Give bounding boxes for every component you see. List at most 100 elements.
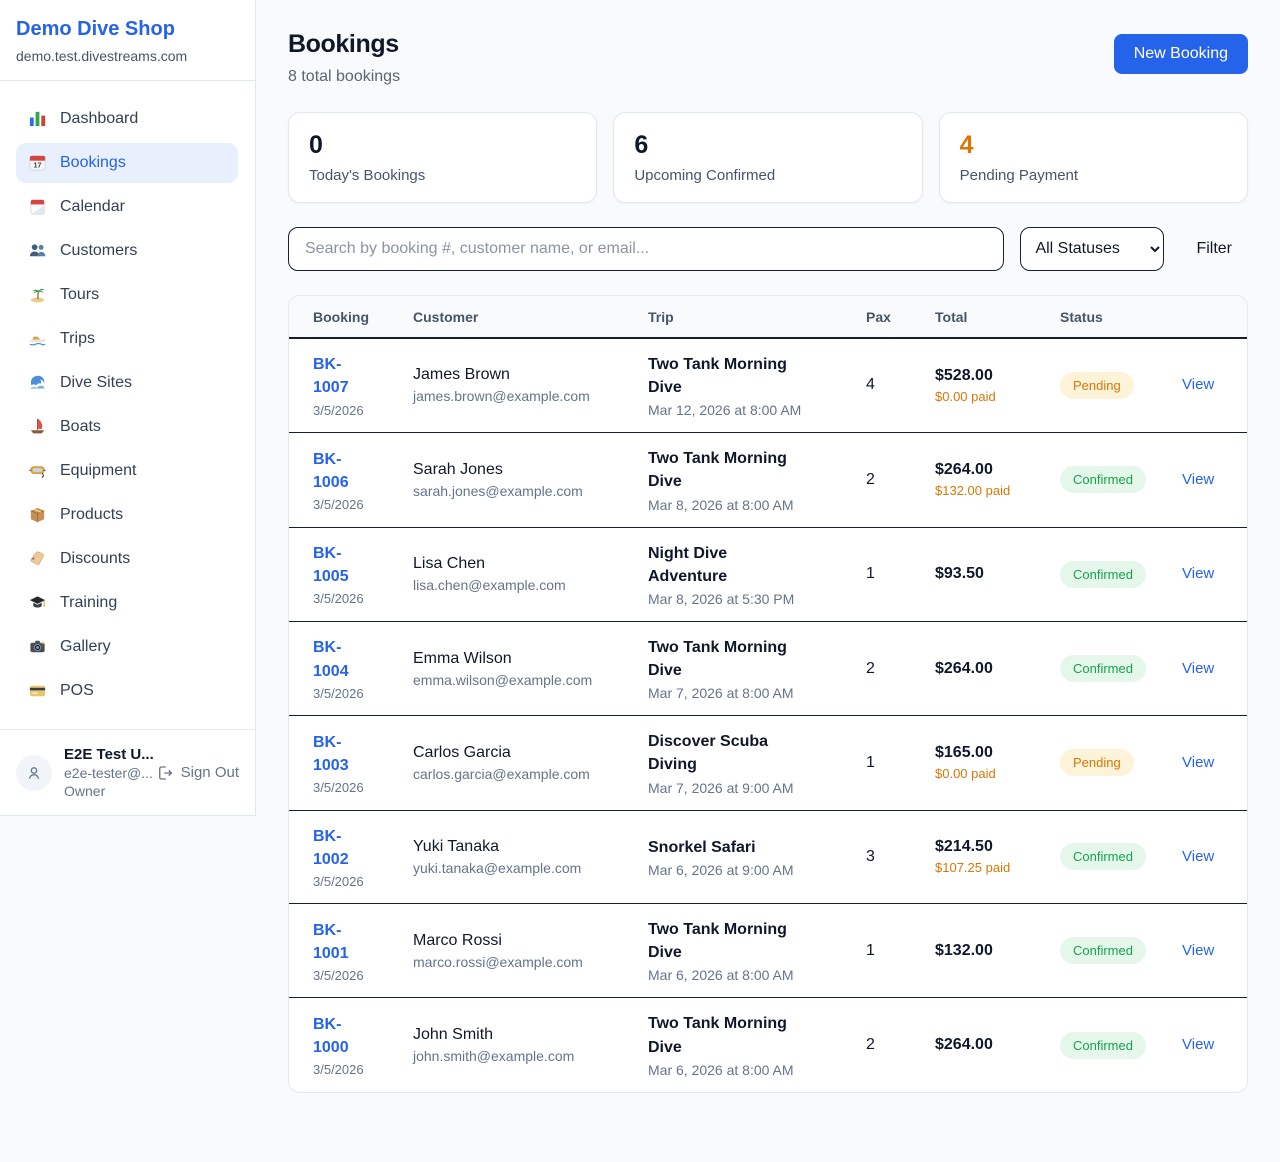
table-row: BK-1004 3/5/2026 Emma Wilson emma.wilson… — [289, 620, 1247, 716]
svg-text:17: 17 — [34, 162, 42, 170]
view-link[interactable]: View — [1182, 753, 1215, 771]
booking-id-link[interactable]: BK-1002 — [313, 827, 349, 868]
trip-datetime: Mar 7, 2026 at 9:00 AM — [648, 779, 794, 796]
total-amount: $165.00 — [935, 744, 993, 762]
trip-name: Snorkel Safari — [648, 838, 756, 856]
tear-off-calendar-icon — [28, 197, 48, 217]
sidebar-item-label: Discounts — [60, 550, 131, 567]
user-info: E2E Test U... e2e-tester@... Owner — [64, 746, 156, 799]
wave-icon — [28, 373, 48, 393]
booking-date: 3/5/2026 — [313, 874, 364, 889]
status-badge: Confirmed — [1060, 655, 1146, 683]
sidebar-item-dashboard[interactable]: Dashboard — [16, 99, 238, 139]
sidebar-item-trips[interactable]: Trips — [16, 319, 238, 359]
pax-count: 2 — [856, 997, 925, 1092]
person-icon — [28, 766, 40, 779]
pax-count: 1 — [856, 526, 925, 622]
sidebar-item-products[interactable]: Products — [16, 495, 238, 535]
table-row: BK-1006 3/5/2026 Sarah Jones sarah.jones… — [289, 432, 1247, 527]
trip-datetime: Mar 8, 2026 at 5:30 PM — [648, 590, 795, 607]
customer-name: Sarah Jones — [413, 460, 503, 478]
table-header-row: Booking Customer Trip Pax Total Status — [289, 295, 1247, 339]
app-root: Demo Dive Shop demo.test.divestreams.com… — [0, 0, 1248, 1093]
filter-button[interactable]: Filter — [1180, 240, 1248, 258]
column-header-trip: Trip — [638, 295, 856, 339]
pax-count: 1 — [856, 715, 925, 811]
booking-id-link[interactable]: BK-1007 — [313, 356, 349, 397]
sidebar-item-label: Calendar — [60, 198, 125, 215]
sidebar-item-calendar[interactable]: Calendar — [16, 187, 238, 227]
user-role: Owner — [64, 783, 106, 799]
trip-datetime: Mar 7, 2026 at 8:00 AM — [648, 685, 794, 702]
sidebar-item-label: POS — [60, 682, 94, 699]
view-link[interactable]: View — [1182, 659, 1215, 677]
booking-id-link[interactable]: BK-1004 — [313, 639, 349, 680]
customer-email: marco.rossi@example.com — [413, 953, 583, 970]
sidebar-item-training[interactable]: Training — [16, 583, 238, 623]
graduation-cap-icon — [28, 593, 48, 613]
sidebar-item-gallery[interactable]: Gallery — [16, 627, 238, 667]
sidebar: Demo Dive Shop demo.test.divestreams.com… — [0, 0, 256, 816]
sidebar-item-equipment[interactable]: Equipment — [16, 451, 238, 491]
customer-name: Marco Rossi — [413, 931, 502, 949]
view-link[interactable]: View — [1182, 376, 1215, 394]
trip-datetime: Mar 6, 2026 at 8:00 AM — [648, 967, 794, 984]
sidebar-item-label: Bookings — [60, 154, 126, 171]
sidebar-item-pos[interactable]: POS — [16, 671, 238, 711]
sidebar-item-label: Trips — [60, 330, 95, 347]
page-header: Bookings 8 total bookings New Booking — [288, 30, 1248, 86]
status-filter-select[interactable]: All Statuses — [1020, 226, 1165, 271]
customer-email: john.smith@example.com — [413, 1048, 575, 1065]
view-link[interactable]: View — [1182, 941, 1215, 959]
view-link[interactable]: View — [1182, 565, 1215, 583]
total-amount: $132.00 — [935, 941, 993, 959]
customer-name: Emma Wilson — [413, 649, 512, 667]
trip-datetime: Mar 6, 2026 at 9:00 AM — [648, 861, 794, 878]
paid-amount: $0.00 paid — [935, 766, 996, 782]
sidebar-item-label: Training — [60, 594, 118, 611]
sidebar-item-discounts[interactable]: Discounts — [16, 539, 238, 579]
booking-id-link[interactable]: BK-1001 — [313, 921, 349, 962]
column-header-booking: Booking — [289, 295, 403, 339]
total-amount: $264.00 — [935, 659, 993, 677]
pax-count: 1 — [856, 902, 925, 998]
sign-out-label: Sign Out — [180, 764, 239, 781]
table-body: BK-1007 3/5/2026 James Brown james.brown… — [289, 338, 1247, 1092]
stat-value: 6 — [634, 131, 649, 159]
new-booking-button[interactable]: New Booking — [1113, 34, 1248, 74]
trip-name: Night Dive Adventure — [648, 544, 728, 585]
search-input[interactable] — [288, 226, 1005, 271]
stat-label: Pending Payment — [959, 166, 1079, 184]
status-badge: Confirmed — [1060, 560, 1146, 588]
stat-label: Upcoming Confirmed — [634, 166, 776, 184]
view-link[interactable]: View — [1182, 1036, 1215, 1054]
trip-name: Two Tank Morning Dive — [648, 450, 787, 491]
booking-id-link[interactable]: BK-1006 — [313, 450, 349, 491]
booking-id-link[interactable]: BK-1000 — [313, 1015, 349, 1057]
status-badge: Confirmed — [1060, 1031, 1146, 1059]
trip-datetime: Mar 6, 2026 at 8:00 AM — [648, 1061, 794, 1078]
page-title: Bookings — [288, 30, 399, 58]
booking-id-link[interactable]: BK-1005 — [313, 545, 349, 586]
logout-icon — [158, 765, 172, 780]
sidebar-item-tours[interactable]: Tours — [16, 275, 238, 315]
customer-email: yuki.tanaka@example.com — [413, 859, 582, 876]
view-link[interactable]: View — [1182, 470, 1215, 488]
column-header-status: Status — [1050, 295, 1172, 339]
sidebar-item-boats[interactable]: Boats — [16, 407, 238, 447]
customer-name: Yuki Tanaka — [413, 837, 499, 855]
sign-out-button[interactable]: Sign Out — [156, 764, 239, 782]
booking-date: 3/5/2026 — [313, 402, 364, 418]
customer-name: Lisa Chen — [413, 555, 486, 573]
calendar-icon: 17 — [28, 153, 48, 173]
table-row: BK-1001 3/5/2026 Marco Rossi marco.rossi… — [289, 902, 1247, 998]
booking-id-link[interactable]: BK-1003 — [313, 733, 349, 774]
sidebar-item-bookings[interactable]: 17 Bookings — [16, 143, 238, 183]
sidebar-item-customers[interactable]: Customers — [16, 231, 238, 271]
sidebar-item-dive-sites[interactable]: Dive Sites — [16, 363, 238, 403]
trip-datetime: Mar 8, 2026 at 8:00 AM — [648, 496, 794, 513]
view-link[interactable]: View — [1182, 847, 1215, 865]
diving-mask-icon — [28, 461, 48, 481]
stats-row: 0 Today's Bookings 6 Upcoming Confirmed … — [288, 112, 1248, 203]
total-amount: $214.50 — [935, 838, 993, 856]
